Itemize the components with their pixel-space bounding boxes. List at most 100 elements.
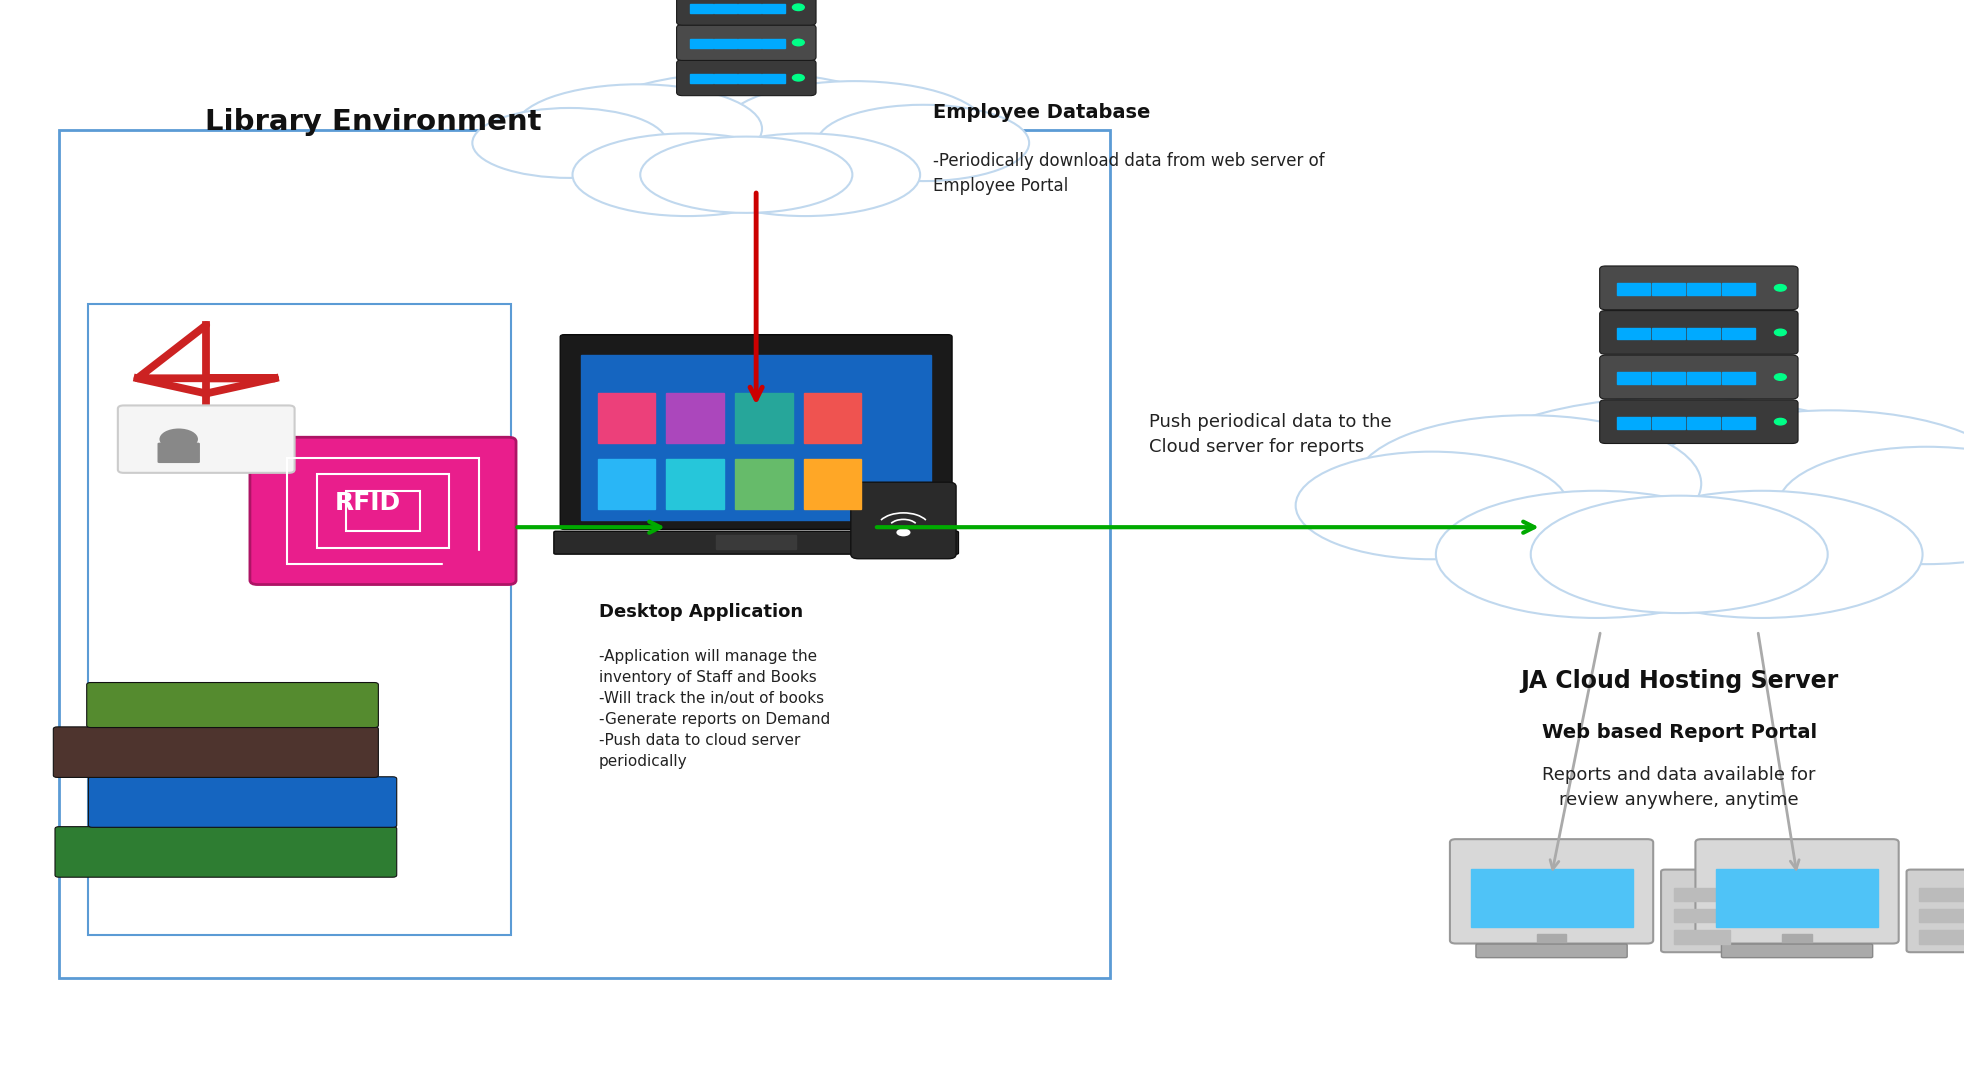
Bar <box>689 74 713 84</box>
FancyBboxPatch shape <box>1599 266 1797 310</box>
Bar <box>1687 417 1720 428</box>
FancyBboxPatch shape <box>1599 355 1797 399</box>
FancyBboxPatch shape <box>53 727 379 777</box>
Bar <box>715 39 736 48</box>
FancyBboxPatch shape <box>676 0 817 25</box>
Bar <box>1652 417 1685 428</box>
Ellipse shape <box>573 134 801 216</box>
Bar <box>735 459 793 509</box>
FancyBboxPatch shape <box>676 25 817 61</box>
FancyBboxPatch shape <box>1599 400 1797 443</box>
Bar <box>762 74 786 84</box>
Bar <box>738 3 760 13</box>
Ellipse shape <box>1355 415 1701 552</box>
FancyBboxPatch shape <box>560 335 953 529</box>
Text: Push periodical data to the
Cloud server for reports: Push periodical data to the Cloud server… <box>1149 413 1392 457</box>
Bar <box>1471 869 1632 927</box>
Bar <box>1919 888 1964 901</box>
Bar <box>1783 934 1811 950</box>
Bar <box>689 39 713 48</box>
FancyBboxPatch shape <box>118 405 295 473</box>
Text: JA Cloud Hosting Server: JA Cloud Hosting Server <box>1520 669 1838 692</box>
Bar <box>1919 909 1964 922</box>
Bar <box>717 535 795 549</box>
FancyBboxPatch shape <box>1662 870 1742 952</box>
Bar <box>715 74 736 84</box>
Ellipse shape <box>515 85 762 173</box>
Text: Reports and data available for
review anywhere, anytime: Reports and data available for review an… <box>1542 766 1817 810</box>
Bar <box>1722 328 1756 339</box>
Bar <box>444 551 497 580</box>
Circle shape <box>791 4 805 11</box>
Bar <box>1536 934 1567 950</box>
Bar <box>738 39 760 48</box>
Circle shape <box>159 428 198 450</box>
FancyBboxPatch shape <box>1907 870 1964 952</box>
Bar <box>1673 888 1730 901</box>
FancyBboxPatch shape <box>157 442 200 463</box>
Ellipse shape <box>691 134 919 216</box>
Bar <box>1652 284 1685 295</box>
Ellipse shape <box>471 108 666 178</box>
FancyBboxPatch shape <box>249 437 517 585</box>
FancyBboxPatch shape <box>1720 944 1872 958</box>
Bar <box>1722 417 1756 428</box>
Bar <box>1687 284 1720 295</box>
Bar <box>738 74 760 84</box>
Bar <box>715 3 736 13</box>
Bar <box>735 393 793 443</box>
Circle shape <box>896 528 911 536</box>
Circle shape <box>791 39 805 46</box>
Text: -Periodically download data from web server of
Employee Portal: -Periodically download data from web ser… <box>933 152 1324 196</box>
Ellipse shape <box>1436 491 1758 617</box>
Circle shape <box>1773 418 1787 425</box>
Bar <box>666 393 725 443</box>
Bar <box>1919 930 1964 944</box>
Bar <box>1687 373 1720 384</box>
Text: Library Environment: Library Environment <box>204 108 542 136</box>
Bar <box>1687 328 1720 339</box>
Ellipse shape <box>1777 447 1964 564</box>
Bar <box>1652 373 1685 384</box>
Ellipse shape <box>1601 491 1923 617</box>
Bar <box>1652 328 1685 339</box>
Ellipse shape <box>1432 397 1927 592</box>
Ellipse shape <box>1530 496 1828 613</box>
FancyBboxPatch shape <box>1695 839 1899 944</box>
FancyBboxPatch shape <box>1449 839 1654 944</box>
Ellipse shape <box>817 104 1029 182</box>
FancyBboxPatch shape <box>1599 311 1797 354</box>
Bar <box>1722 373 1756 384</box>
Bar <box>597 393 654 443</box>
FancyBboxPatch shape <box>88 777 397 827</box>
Bar <box>597 459 654 509</box>
Text: -Application will manage the
inventory of Staff and Books
-Will track the in/out: -Application will manage the inventory o… <box>599 649 831 769</box>
Bar <box>803 459 862 509</box>
Circle shape <box>791 74 805 82</box>
Bar <box>666 459 725 509</box>
Text: Web based Report Portal: Web based Report Portal <box>1542 723 1817 741</box>
FancyBboxPatch shape <box>1477 944 1626 958</box>
Text: RFID: RFID <box>336 490 401 515</box>
Ellipse shape <box>1644 410 1964 557</box>
Bar <box>1717 869 1878 927</box>
Ellipse shape <box>721 82 986 176</box>
Circle shape <box>1773 285 1787 291</box>
Bar <box>762 3 786 13</box>
Bar <box>1673 930 1730 944</box>
FancyBboxPatch shape <box>554 532 958 554</box>
Ellipse shape <box>640 137 852 213</box>
Bar <box>1722 284 1756 295</box>
Bar <box>762 39 786 48</box>
Ellipse shape <box>1296 451 1567 559</box>
Text: Employee Database: Employee Database <box>933 103 1151 122</box>
Bar <box>689 3 713 13</box>
Bar <box>1616 373 1650 384</box>
FancyBboxPatch shape <box>86 683 379 727</box>
Bar <box>803 393 862 443</box>
Ellipse shape <box>570 72 923 200</box>
Bar <box>1616 284 1650 295</box>
Bar <box>1616 417 1650 428</box>
Text: Desktop Application: Desktop Application <box>599 603 803 622</box>
Bar <box>1673 909 1730 922</box>
